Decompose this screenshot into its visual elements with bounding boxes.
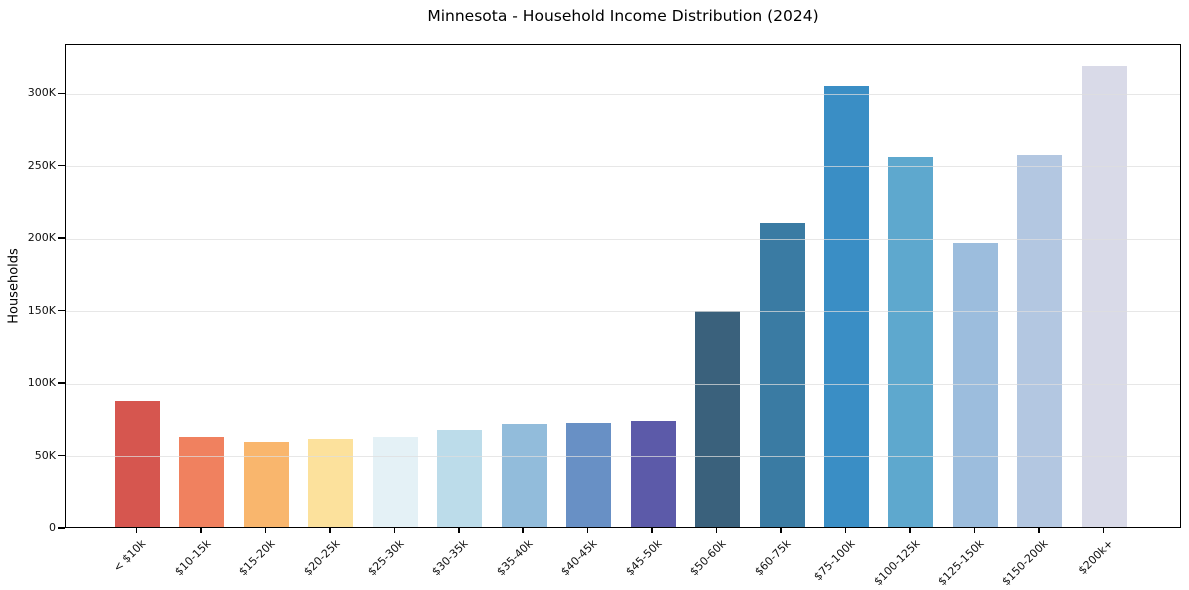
x-tick-label-text: $50-60k [687, 537, 729, 579]
x-tick-label-text: $200k+ [1075, 537, 1116, 578]
y-tick-mark [58, 454, 65, 457]
bar [115, 400, 160, 527]
bar [952, 242, 998, 527]
x-tick-label-text: $35-40k [494, 537, 536, 579]
plot-area [65, 44, 1181, 528]
x-tick-mark [715, 528, 718, 533]
y-gridline [66, 166, 1180, 168]
x-tick-mark [844, 528, 847, 533]
x-tick-mark [135, 528, 138, 533]
bar [308, 438, 354, 527]
bar [1017, 154, 1063, 527]
x-tick-mark [780, 528, 782, 533]
y-tick-label: 100K [27, 376, 56, 390]
x-tick-mark [1102, 528, 1104, 533]
bar [179, 437, 225, 527]
x-tick-mark [586, 528, 589, 533]
bar [695, 311, 741, 527]
y-gridline [66, 456, 1180, 458]
x-tick-label-text: $100-125k [870, 537, 923, 589]
x-tick-mark [1038, 528, 1040, 533]
x-tick-label-text: $75-100k [811, 537, 858, 584]
x-tick-mark [200, 528, 202, 533]
x-tick-label-text: $15-20k [236, 537, 278, 579]
x-tick-mark [973, 528, 976, 533]
x-tick-label-text: $40-45k [558, 537, 600, 579]
bar [888, 157, 934, 527]
y-tick-label: 250K [27, 158, 56, 172]
y-gridline [66, 311, 1180, 313]
x-tick-mark [458, 528, 460, 533]
chart-title: Minnesota - Household Income Distributio… [427, 7, 819, 25]
bar [372, 437, 418, 527]
y-tick-label: 50K [34, 448, 56, 462]
y-tick-label: 300K [27, 86, 56, 100]
x-tick-mark [522, 528, 524, 533]
x-tick-mark [651, 528, 653, 533]
bar [630, 421, 676, 527]
x-tick-label-text: $10-15k [171, 537, 214, 579]
x-tick-mark [909, 528, 911, 533]
y-tick-mark [58, 527, 65, 529]
bar [243, 441, 289, 527]
bar [823, 86, 869, 527]
y-gridline [66, 383, 1180, 385]
y-tick-mark [58, 309, 65, 312]
bar [566, 422, 612, 527]
bar [759, 222, 805, 527]
y-tick-label: 0 [49, 521, 56, 534]
y-tick-mark [58, 164, 65, 167]
x-tick-label-text: $20-25k [300, 537, 343, 579]
y-tick-mark [58, 382, 65, 384]
x-tick-label-text: < $10k [111, 537, 149, 575]
y-tick-mark [58, 92, 65, 95]
x-tick-label-text: $25-30k [365, 537, 407, 579]
bar [437, 429, 483, 527]
x-tick-label-text: $45-50k [623, 537, 665, 579]
x-tick-mark [329, 528, 331, 533]
y-gridline [66, 93, 1180, 95]
bar [501, 424, 547, 527]
y-tick-mark [58, 237, 65, 239]
bar [1081, 66, 1127, 527]
x-tick-mark [264, 528, 267, 533]
y-tick-label: 150K [27, 303, 56, 317]
x-tick-mark [393, 528, 396, 533]
x-tick-label-text: $150-200k [999, 537, 1051, 589]
y-tick-label: 200K [27, 231, 56, 245]
x-tick-label-text: $60-75k [751, 537, 794, 579]
x-tick-label-text: $30-35k [429, 537, 471, 579]
y-gridline [66, 238, 1180, 240]
x-tick-label-text: $125-150k [935, 537, 987, 589]
